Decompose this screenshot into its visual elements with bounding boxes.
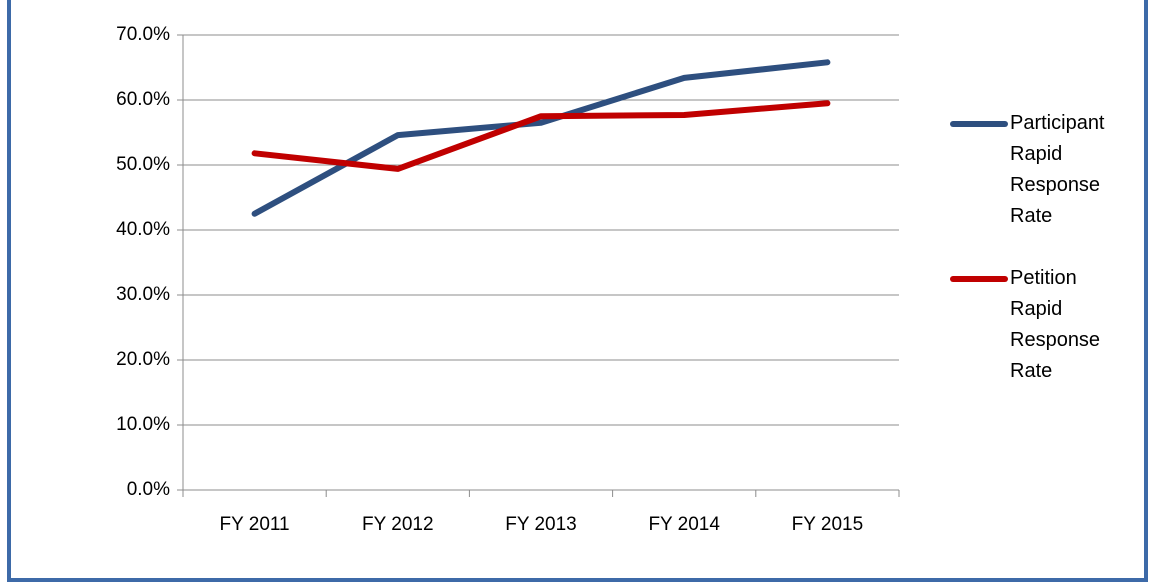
y-tick-label: 50.0% <box>116 154 170 175</box>
x-tick-label: FY 2014 <box>648 514 720 535</box>
frame-border <box>7 0 1148 582</box>
y-tick-label: 40.0% <box>116 219 170 240</box>
y-tick-label: 10.0% <box>116 414 170 435</box>
legend-swatch <box>950 121 1008 127</box>
legend-label: Petition Rapid Response Rate <box>1010 267 1101 382</box>
x-tick-label: FY 2011 <box>220 514 290 535</box>
y-tick-label: 60.0% <box>116 89 170 110</box>
x-tick-label: FY 2012 <box>362 514 433 535</box>
y-tick-label: 0.0% <box>127 479 170 500</box>
y-tick-label: 20.0% <box>116 349 170 370</box>
x-tick-label: FY 2013 <box>505 514 576 535</box>
y-tick-label: 30.0% <box>116 284 170 305</box>
x-tick-label: FY 2015 <box>792 514 863 535</box>
series-line <box>251 100 831 172</box>
series-line <box>251 59 831 217</box>
y-tick-label: 70.0% <box>116 24 170 45</box>
legend-swatch <box>950 276 1008 282</box>
legend-label: Participant Rapid Response Rate <box>1010 112 1105 227</box>
